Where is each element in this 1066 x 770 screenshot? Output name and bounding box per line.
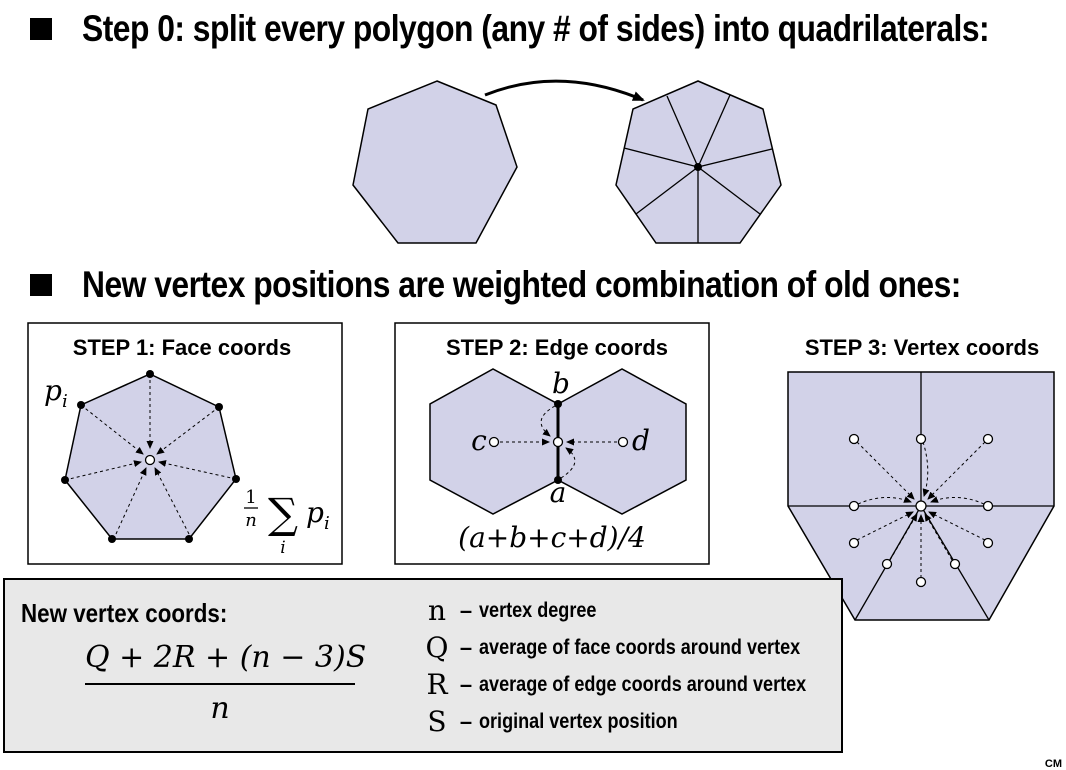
step2-label-b: b (552, 367, 570, 400)
step3-vertex-mesh (787, 371, 1055, 621)
legend-symbol: Q (425, 631, 449, 664)
svg-text:∑: ∑ (268, 489, 298, 538)
legend-dash: – (459, 671, 473, 697)
new-vertex-coords-box: New vertex coords: Q + 2R + (n − 3)S n n… (3, 578, 843, 753)
split-arrow (484, 79, 645, 102)
svg-text:n: n (245, 510, 257, 531)
formula-numerator: Q + 2R + (n − 3)S (85, 640, 367, 675)
step0-heading-row: Step 0: split every polygon (any # of si… (30, 8, 1066, 50)
bullet-square-icon (30, 274, 52, 296)
heptagon-original (352, 80, 518, 244)
legend-item-n: n – vertex degree (421, 592, 859, 629)
legend-symbol: R (426, 668, 448, 701)
corner-mark: CM (1044, 758, 1062, 770)
legend-item-s: S – original vertex position (421, 703, 859, 740)
legend-item-q: Q – average of face coords around vertex (421, 629, 859, 666)
step2-formula: (a+b+c+d)/4 (458, 521, 646, 554)
step2-title: STEP 2: Edge coords (446, 335, 668, 360)
legend-item-r: R – average of edge coords around vertex (421, 666, 859, 703)
formula-denominator: n (210, 691, 230, 726)
step2-label-d: d (632, 424, 650, 457)
legend-symbol: S (427, 705, 447, 738)
step2-hexagons (429, 368, 687, 515)
legend-desc: original vertex position (479, 709, 678, 733)
step1-label-p: pi (44, 374, 68, 412)
legend-desc: vertex degree (479, 598, 597, 622)
legend-dash: – (459, 597, 473, 623)
new-vertex-coords-title: New vertex coords: (21, 598, 228, 628)
symbol-legend: n – vertex degree Q – average of face co… (421, 592, 859, 740)
svg-text:1: 1 (245, 487, 256, 508)
step2-label-c: c (471, 424, 487, 457)
bullet-square-icon (30, 18, 52, 40)
step1-formula: 1 n ∑ i pi (244, 487, 330, 558)
svg-text:pi: pi (306, 496, 330, 534)
heptagon-split (615, 80, 782, 244)
legend-desc: average of face coords around vertex (479, 635, 801, 659)
legend-dash: – (459, 634, 473, 660)
legend-dash: – (459, 708, 473, 734)
weights-heading: New vertex positions are weighted combin… (82, 264, 961, 305)
fraction-bar (85, 683, 355, 685)
step1-title: STEP 1: Face coords (73, 335, 291, 360)
step1-face (61, 370, 240, 543)
weights-heading-row: New vertex positions are weighted combin… (30, 264, 1066, 306)
step3-title: STEP 3: Vertex coords (805, 335, 1039, 360)
step0-heading: Step 0: split every polygon (any # of si… (82, 8, 990, 49)
legend-symbol: n (427, 594, 447, 627)
new-vertex-formula: Q + 2R + (n − 3)S n (85, 640, 367, 726)
step2-label-a: a (550, 476, 567, 509)
svg-text:i: i (280, 538, 285, 558)
legend-desc: average of edge coords around vertex (479, 672, 807, 696)
